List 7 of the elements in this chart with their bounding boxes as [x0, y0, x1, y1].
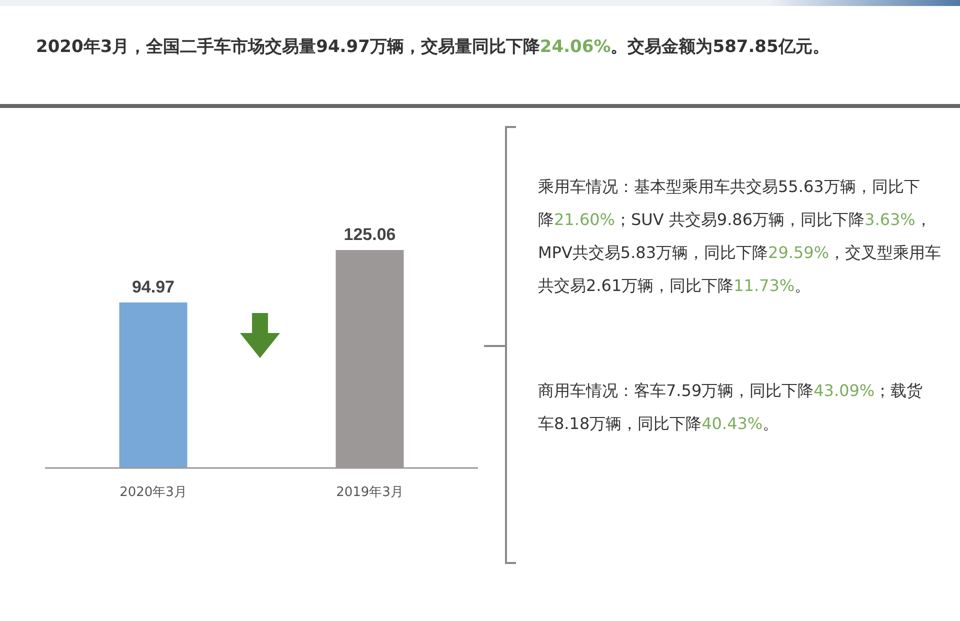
chart-title: 2020年3月，全国二手车市场交易量94.97万辆，交易量同比下降24.06%。交易金额为587.85亿元。	[36, 37, 830, 57]
data-label: 125.06	[344, 225, 396, 244]
x-tick-label: 2020年3月	[120, 485, 187, 500]
text: 乘用车情况：基本型乘用车共交易55.63万辆，同比下降21.60%；SUV 共交易9.86万辆，同比下降3.63%，MPV共交易5.83万辆，同比下降29.59%，交叉型乘用车共交易2.61万辆，同比下降11.73%。	[538, 177, 942, 295]
text: 商用车情况：客车7.59万辆，同比下降43.09%；载货车8.18万辆，同比下降40.43%。	[538, 381, 923, 433]
x-tick-label: 2019年3月	[336, 485, 404, 500]
data-label: 94.97	[132, 277, 175, 296]
